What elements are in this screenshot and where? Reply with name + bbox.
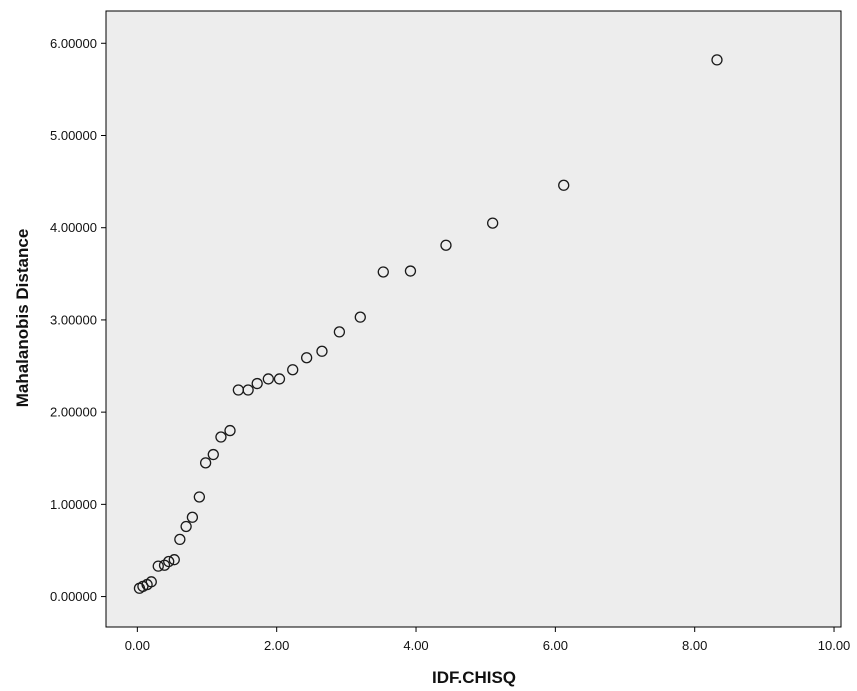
data-point [404,265,417,277]
y-tick-label: 5.00000 [50,128,97,143]
data-point [377,266,389,278]
data-point [174,533,186,546]
data-point [199,457,212,469]
data-point [487,217,499,229]
plot-area [105,10,842,628]
data-point [287,364,299,376]
data-point [215,431,227,443]
data-point [251,377,263,390]
data-point [152,560,164,572]
y-tick-label: 1.00000 [50,497,97,512]
data-point [180,520,192,533]
data-point [193,491,206,503]
data-points [133,54,723,594]
y-tick-label: 4.00000 [50,220,97,235]
data-point [145,576,157,588]
data-point [354,311,366,323]
data-point [333,326,346,338]
x-tick-label: 10.00 [818,638,851,653]
data-point [440,239,452,251]
x-tick-label: 8.00 [682,638,707,653]
x-tick-label: 6.00 [543,638,568,653]
x-tick-label: 4.00 [403,638,428,653]
y-tick-label: 3.00000 [50,312,97,327]
data-point [273,373,286,385]
data-point [558,179,570,191]
x-tick-label: 2.00 [264,638,289,653]
data-point [316,345,328,357]
data-point [262,373,274,385]
data-point [186,511,199,523]
data-point [711,54,723,66]
x-axis-title: IDF.CHISQ [432,668,516,687]
x-tick-label: 0.00 [125,638,150,653]
data-point [242,384,254,396]
data-point [207,448,219,461]
y-tick-label: 6.00000 [50,36,97,51]
y-axis-title: Mahalanobis Distance [13,229,32,408]
y-axis-ticks: 0.00000 1.00000 2.00000 3.00000 4.00000 5.000… [50,36,106,604]
data-point [168,554,180,566]
x-axis-ticks: 0.00 2.00 4.00 6.00 8.00 10.00 [125,627,851,653]
data-point [224,424,236,437]
data-point [300,352,313,364]
y-tick-label: 0.00000 [50,589,97,604]
y-tick-label: 2.00000 [50,405,97,420]
data-point [163,555,175,568]
